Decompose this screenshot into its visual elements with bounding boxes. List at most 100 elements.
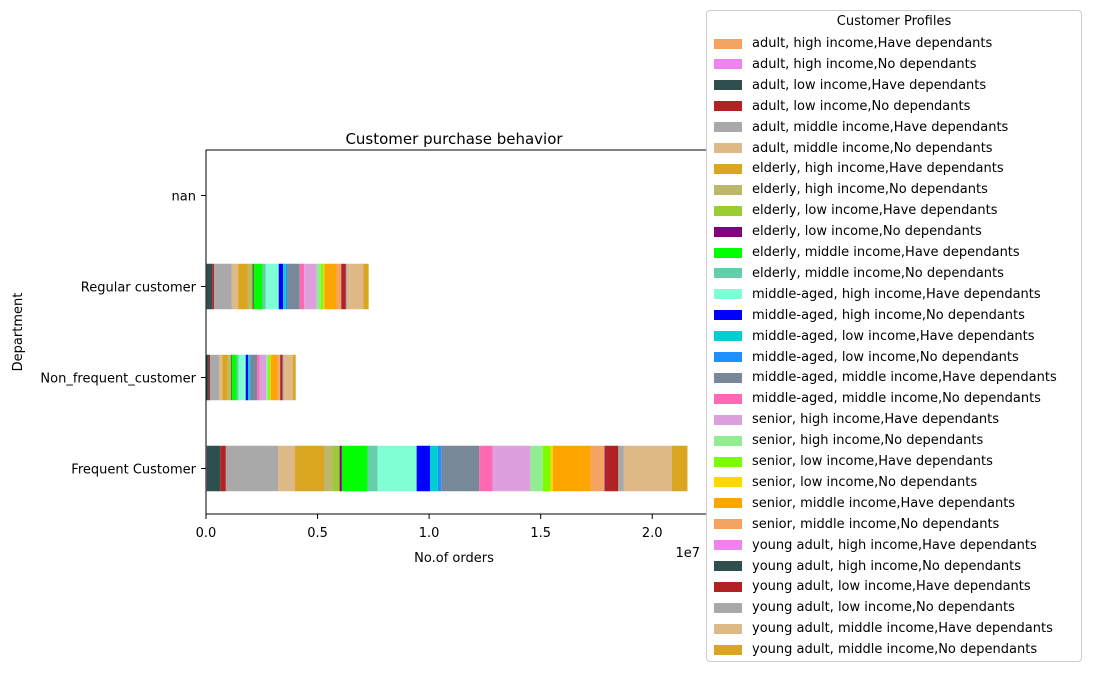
bar-segment bbox=[245, 354, 249, 401]
bar-segment bbox=[671, 445, 688, 492]
bar-segment bbox=[225, 445, 279, 492]
bar-segment bbox=[299, 263, 305, 310]
bar-segment bbox=[252, 263, 254, 310]
legend-entry: middle-aged, high income,No dependants bbox=[714, 305, 1025, 326]
legend-label: elderly, high income,Have dependants bbox=[752, 161, 1004, 177]
legend-entry: young adult, low income,No dependants bbox=[714, 597, 1015, 618]
legend-label: elderly, middle income,No dependants bbox=[752, 265, 1004, 281]
bar-segment bbox=[238, 263, 248, 310]
bar-segment bbox=[285, 263, 287, 310]
bar-segment bbox=[278, 445, 296, 492]
legend-entry: middle-aged, middle income,No dependants bbox=[714, 388, 1041, 409]
legend-swatch bbox=[714, 101, 742, 112]
legend-label: elderly, low income,Have dependants bbox=[752, 203, 998, 219]
x-tick-label: 1.0 bbox=[419, 526, 440, 541]
legend-label: elderly, high income,No dependants bbox=[752, 182, 988, 198]
bar-segment bbox=[212, 263, 215, 310]
y-tick-label: nan bbox=[172, 190, 196, 205]
bar-segment bbox=[441, 445, 480, 492]
bar-segment bbox=[236, 354, 239, 401]
bar-segment bbox=[542, 445, 551, 492]
legend-swatch bbox=[714, 122, 742, 133]
bar-segment bbox=[208, 354, 211, 401]
bar-segment bbox=[227, 354, 230, 401]
bar-segment bbox=[266, 354, 269, 401]
legend-label: senior, middle income,No dependants bbox=[752, 516, 1000, 532]
bar-segment bbox=[206, 263, 213, 310]
bar-segment bbox=[206, 354, 209, 401]
bar-segment bbox=[229, 354, 231, 401]
chart-title: Customer purchase behavior bbox=[345, 130, 563, 148]
legend-entry: elderly, low income,No dependants bbox=[714, 221, 982, 242]
bar-segment bbox=[345, 263, 348, 310]
legend-swatch bbox=[714, 561, 742, 571]
x-axis-label: No.of orders bbox=[414, 551, 494, 566]
legend-entry: middle-aged, low income,No dependants bbox=[714, 347, 1019, 368]
legend-entry: adult, high income,No dependants bbox=[714, 54, 977, 75]
legend-label: young adult, middle income,Have dependan… bbox=[752, 621, 1053, 637]
legend-entry: young adult, high income,Have dependants bbox=[714, 535, 1037, 556]
bar-segment bbox=[257, 354, 260, 401]
bar-segment bbox=[248, 354, 250, 401]
bar-segment bbox=[347, 263, 364, 310]
bar-segment bbox=[479, 445, 493, 492]
legend-label: adult, middle income,No dependants bbox=[752, 140, 993, 156]
legend-label: senior, low income,Have dependants bbox=[752, 454, 993, 469]
bar-segment bbox=[231, 354, 237, 401]
legend-swatch bbox=[714, 393, 742, 404]
legend-entry: young adult, middle income,Have dependan… bbox=[714, 618, 1053, 639]
legend-entry: middle-aged, low income,Have dependants bbox=[714, 326, 1035, 347]
legend-label: adult, low income,Have dependants bbox=[752, 77, 987, 93]
y-axis-label: Department bbox=[11, 293, 26, 372]
legend-entry: adult, middle income,No dependants bbox=[714, 138, 993, 159]
bar-segment bbox=[323, 263, 325, 310]
legend-swatch bbox=[714, 540, 742, 551]
legend-entry: senior, high income,No dependants bbox=[714, 430, 983, 451]
x-tick-label: 1.5 bbox=[530, 526, 551, 541]
bar-segment bbox=[280, 354, 283, 401]
bar-segment bbox=[278, 263, 284, 310]
bar-segment bbox=[363, 263, 369, 310]
legend-swatch bbox=[714, 331, 742, 342]
legend-entry: middle-aged, high income,Have dependants bbox=[714, 284, 1041, 305]
legend-swatch bbox=[714, 352, 742, 362]
legend-entry: adult, middle income,Have dependants bbox=[714, 117, 1008, 138]
legend-swatch bbox=[714, 456, 742, 467]
bar-segment bbox=[339, 445, 342, 492]
y-tick-label: Regular customer bbox=[81, 281, 197, 296]
legend-swatch bbox=[714, 226, 742, 237]
legend-entry: elderly, high income,Have dependants bbox=[714, 158, 1004, 179]
bar-segment bbox=[283, 263, 286, 310]
legend-label: senior, low income,No dependants bbox=[752, 474, 978, 490]
bar-segment bbox=[206, 445, 221, 492]
legend-swatch bbox=[714, 163, 742, 174]
legend-label: senior, high income,No dependants bbox=[752, 433, 984, 449]
legend-swatch bbox=[714, 372, 742, 383]
y-axis: Frequent Customer Non_frequent_customer Re… bbox=[40, 190, 206, 478]
bar-segment bbox=[259, 354, 267, 401]
bar-segment bbox=[292, 354, 296, 401]
bar-segment bbox=[550, 445, 553, 492]
y-tick-label: Non_frequent_customer bbox=[40, 372, 196, 387]
legend-entry: adult, low income,Have dependants bbox=[714, 75, 986, 96]
legend-label: middle-aged, low income,Have dependants bbox=[752, 328, 1035, 344]
legend-entry: adult, high income,Have dependants bbox=[714, 33, 992, 54]
legend-label: middle-aged, high income,No dependants bbox=[752, 307, 1025, 323]
legend-swatch bbox=[714, 59, 742, 70]
legend-swatch bbox=[714, 205, 742, 216]
bars-layer bbox=[206, 263, 688, 492]
bar-segment bbox=[324, 263, 337, 310]
legend-entry: senior, middle income,Have dependants bbox=[714, 493, 1015, 514]
legend-swatch bbox=[714, 477, 742, 488]
bar-segment bbox=[377, 445, 417, 492]
bar-segment bbox=[265, 263, 279, 310]
legend-swatch bbox=[714, 184, 742, 195]
bar-segment bbox=[277, 354, 280, 401]
bar-segment bbox=[220, 445, 226, 492]
y-tick-label: Frequent Customer bbox=[71, 463, 196, 478]
bar-segment bbox=[295, 445, 325, 492]
chart: 0.0 0.5 1.0 1.5 2.0 Frequent Customer Non_fre… bbox=[11, 130, 706, 566]
bar-segment bbox=[316, 263, 321, 310]
bar-segment bbox=[416, 445, 431, 492]
legend-label: young adult, high income,Have dependants bbox=[752, 537, 1037, 553]
